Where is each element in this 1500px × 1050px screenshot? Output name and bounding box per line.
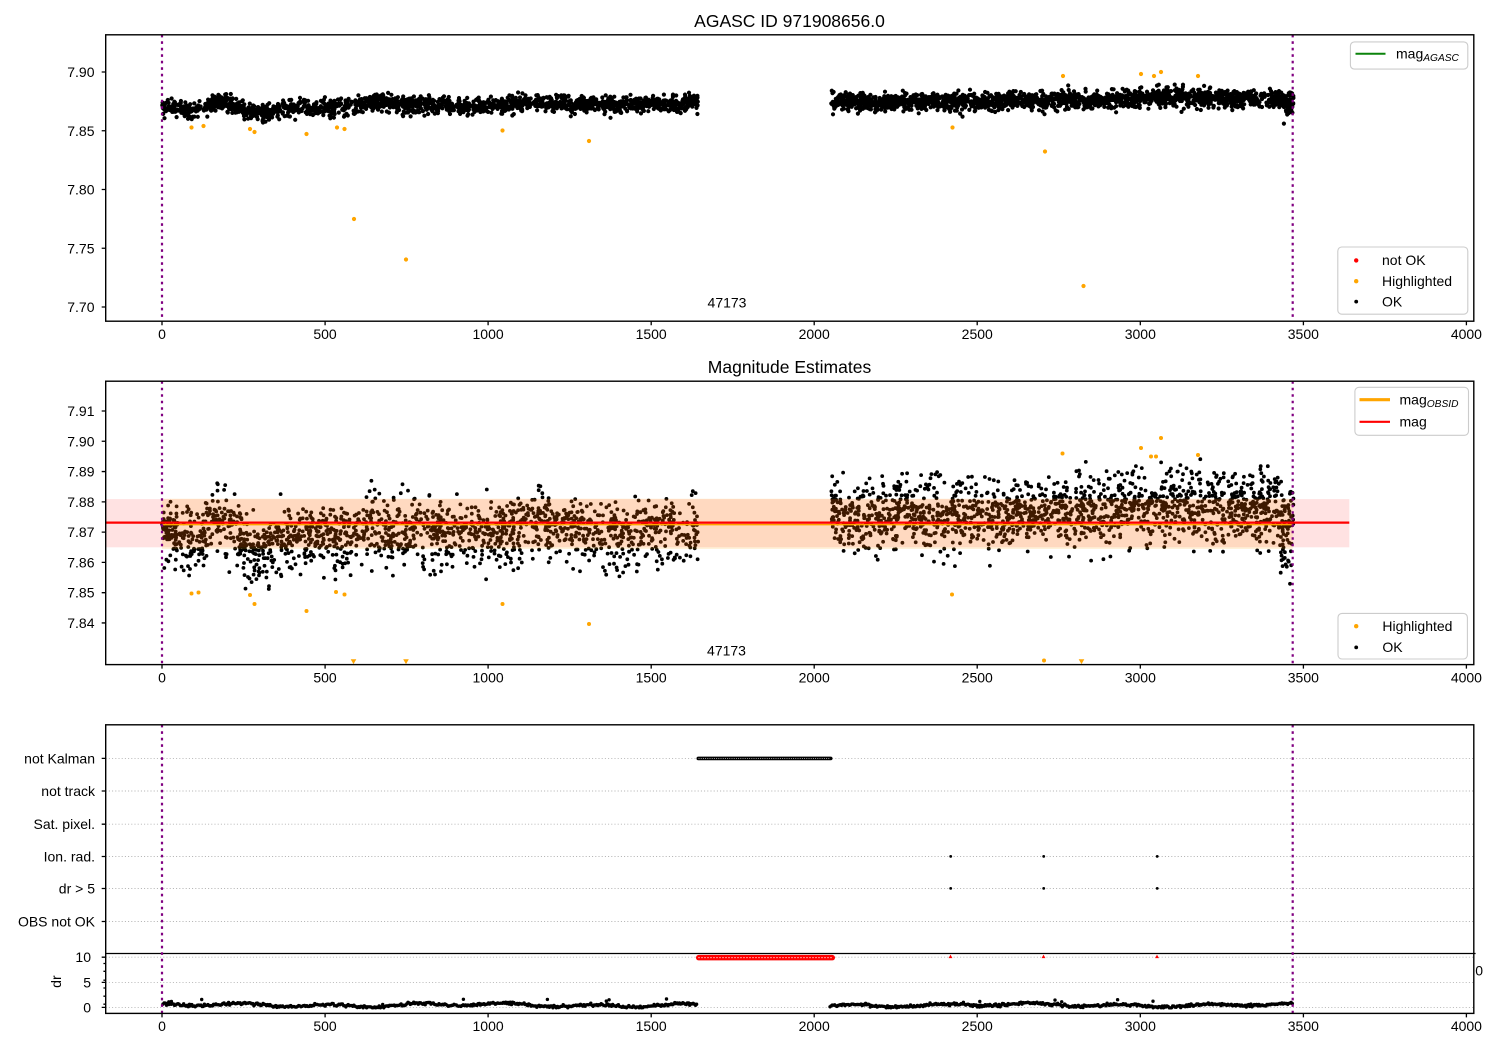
svg-text:7.89: 7.89 [67, 464, 94, 480]
svg-text:7.90: 7.90 [67, 433, 94, 449]
svg-text:3000: 3000 [1125, 326, 1156, 342]
svg-text:not Kalman: not Kalman [24, 750, 95, 766]
svg-text:2000: 2000 [799, 326, 830, 342]
svg-text:500: 500 [313, 326, 337, 342]
svg-text:dr: dr [48, 975, 64, 988]
svg-text:Highlighted: Highlighted [1382, 273, 1452, 289]
svg-text:0: 0 [158, 1018, 166, 1034]
svg-text:2500: 2500 [962, 1018, 993, 1034]
svg-text:Sat. pixel.: Sat. pixel. [34, 816, 95, 832]
svg-text:4000: 4000 [1451, 326, 1482, 342]
svg-text:7.85: 7.85 [67, 123, 94, 139]
svg-text:dr > 5: dr > 5 [59, 881, 95, 897]
svg-text:AGASC ID 971908656.0: AGASC ID 971908656.0 [694, 11, 885, 31]
svg-text:2000: 2000 [799, 670, 830, 686]
svg-text:3500: 3500 [1288, 670, 1319, 686]
svg-text:5: 5 [83, 974, 91, 990]
svg-text:4000: 4000 [1451, 670, 1482, 686]
svg-text:7.87: 7.87 [67, 524, 94, 540]
svg-text:2000: 2000 [799, 1018, 830, 1034]
svg-text:3500: 3500 [1288, 326, 1319, 342]
svg-text:3000: 3000 [1125, 670, 1156, 686]
svg-text:7.75: 7.75 [67, 240, 94, 256]
svg-text:7.90: 7.90 [67, 64, 94, 80]
svg-text:7.70: 7.70 [67, 299, 94, 315]
svg-text:Ion. rad.: Ion. rad. [44, 849, 95, 865]
svg-text:1500: 1500 [636, 1018, 667, 1034]
svg-text:1000: 1000 [473, 670, 504, 686]
svg-text:4000: 4000 [1451, 1018, 1482, 1034]
svg-text:3500: 3500 [1288, 1018, 1319, 1034]
svg-text:1000: 1000 [473, 1018, 504, 1034]
svg-text:7.80: 7.80 [67, 182, 94, 198]
svg-text:mag: mag [1400, 414, 1427, 430]
svg-text:500: 500 [313, 1018, 337, 1034]
svg-text:10: 10 [75, 949, 91, 965]
svg-text:0: 0 [158, 670, 166, 686]
svg-text:7.85: 7.85 [67, 585, 94, 601]
svg-text:2500: 2500 [962, 326, 993, 342]
svg-text:OBS not OK: OBS not OK [18, 914, 96, 930]
svg-text:7.88: 7.88 [67, 494, 94, 510]
svg-text:not OK: not OK [1382, 252, 1426, 268]
svg-text:0: 0 [158, 326, 166, 342]
svg-text:0: 0 [1475, 963, 1483, 979]
svg-text:1500: 1500 [636, 670, 667, 686]
svg-text:OK: OK [1382, 293, 1403, 309]
svg-text:1000: 1000 [473, 326, 504, 342]
svg-text:OK: OK [1382, 639, 1403, 655]
svg-text:3000: 3000 [1125, 1018, 1156, 1034]
svg-text:Magnitude Estimates: Magnitude Estimates [708, 357, 872, 377]
svg-text:7.84: 7.84 [67, 615, 94, 631]
svg-text:7.86: 7.86 [67, 554, 94, 570]
svg-text:7.91: 7.91 [67, 403, 94, 419]
svg-text:47173: 47173 [708, 295, 747, 311]
svg-text:47173: 47173 [707, 643, 746, 659]
svg-text:2500: 2500 [962, 670, 993, 686]
svg-text:0: 0 [83, 999, 91, 1015]
svg-text:1500: 1500 [636, 326, 667, 342]
svg-text:500: 500 [313, 670, 337, 686]
svg-text:not track: not track [41, 783, 96, 799]
svg-text:Highlighted: Highlighted [1382, 618, 1452, 634]
